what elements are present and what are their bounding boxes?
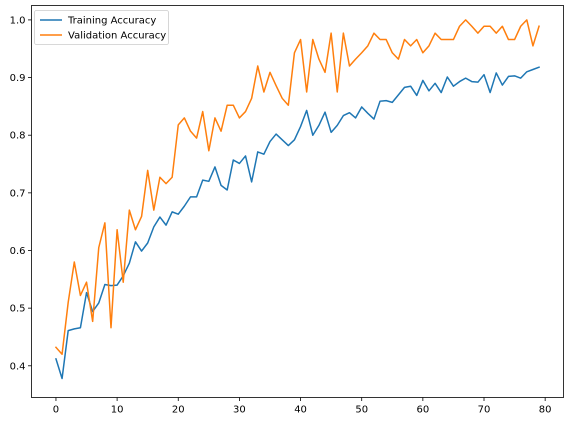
- x-tick-label: 50: [355, 405, 368, 416]
- plot-frame: [31, 5, 564, 398]
- legend: Training Accuracy Validation Accuracy: [34, 10, 169, 45]
- x-tick-label: 0: [53, 405, 59, 416]
- axis-layer: 0 10 20 30 40 50 60 70 80 0.4 0.5 0.6 0.7 0.8 0.9 1.0: [10, 15, 552, 415]
- x-tick-label: 20: [172, 405, 185, 416]
- legend-label-validation: Validation Accuracy: [68, 31, 166, 42]
- series-layer: [54, 19, 541, 380]
- x-tick-label: 40: [294, 405, 307, 416]
- series-line-validation: [54, 19, 540, 356]
- y-tick-label: 0.4: [10, 361, 26, 372]
- y-tick-label: 0.5: [10, 304, 26, 315]
- y-tick-label: 0.9: [10, 73, 26, 84]
- series-line-training: [55, 66, 541, 380]
- legend-box: [34, 10, 169, 45]
- y-tick-label: 0.6: [10, 246, 26, 257]
- y-tick-label: 0.7: [10, 188, 26, 199]
- x-tick-label: 70: [478, 405, 491, 416]
- y-tick-label: 1.0: [10, 15, 26, 26]
- legend-label-training: Training Accuracy: [67, 16, 156, 27]
- x-tick-label: 80: [539, 405, 552, 416]
- x-tick-label: 10: [111, 405, 124, 416]
- y-tick-label: 0.8: [10, 131, 26, 142]
- x-tick-label: 30: [233, 405, 246, 416]
- x-tick-label: 60: [416, 405, 429, 416]
